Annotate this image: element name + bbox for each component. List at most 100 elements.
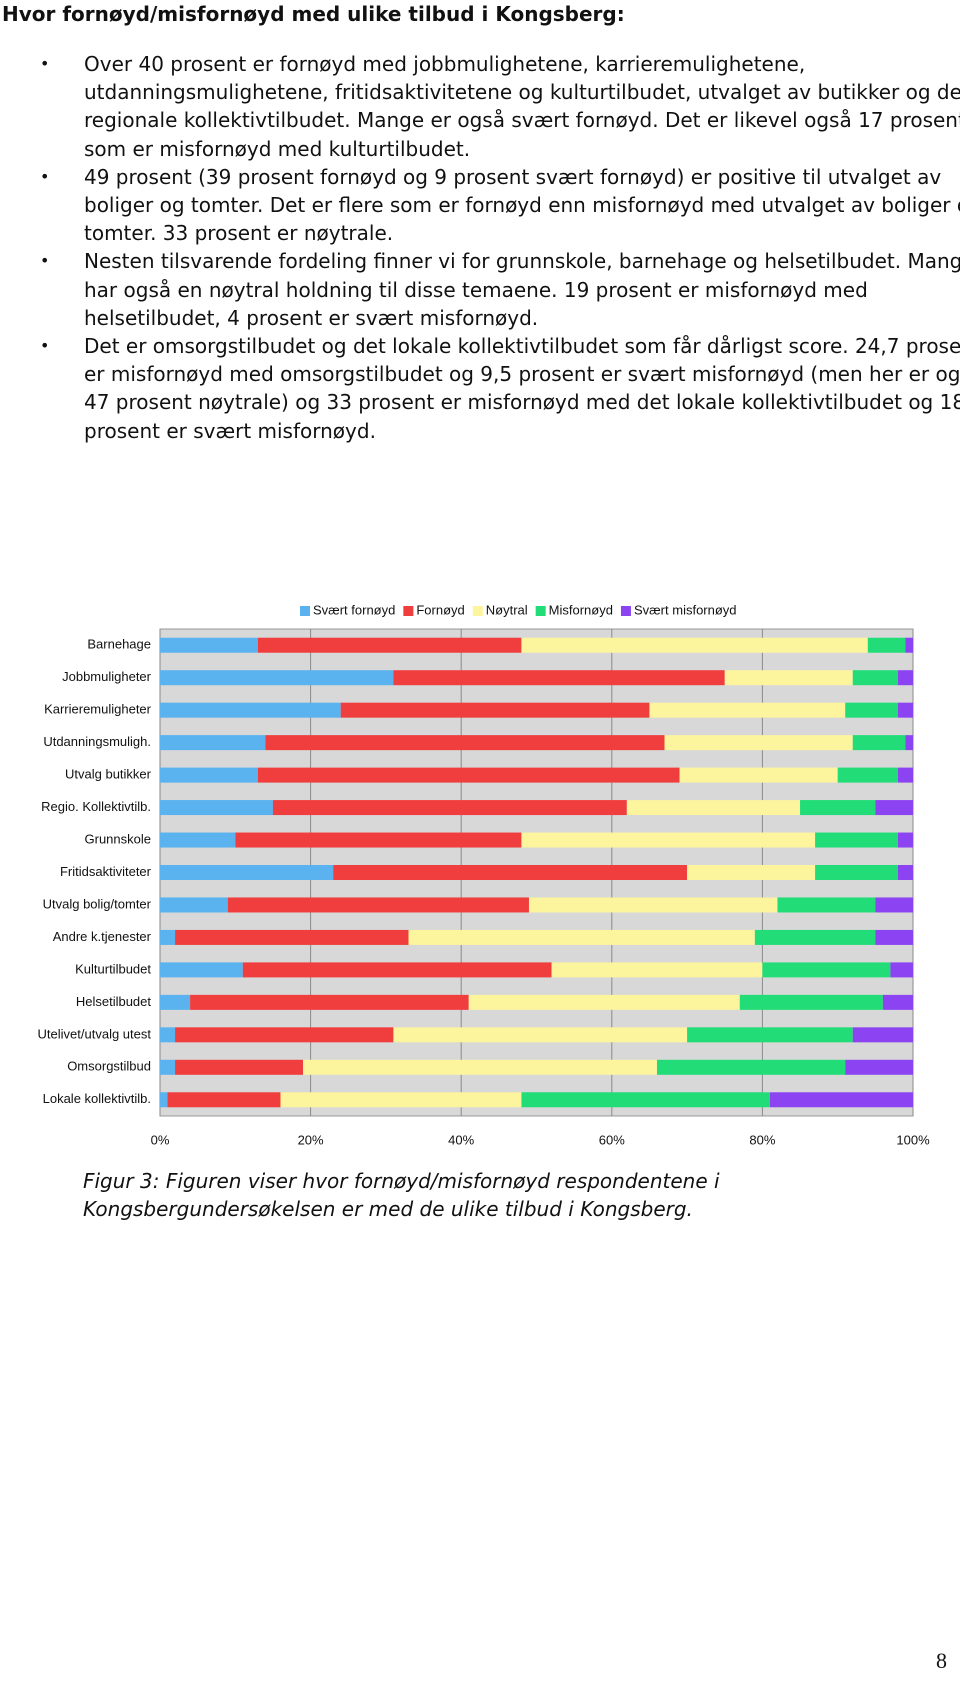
- y-tick-label: Omsorgstilbud: [67, 1059, 151, 1074]
- bar-segment: [626, 800, 801, 816]
- bar-segment: [521, 1092, 770, 1108]
- bar-segment: [160, 994, 191, 1010]
- x-tick-label: 20%: [298, 1132, 324, 1147]
- legend-label: Fornøyd: [416, 602, 464, 617]
- bar-segment: [897, 832, 913, 848]
- bar-segment: [875, 929, 913, 945]
- bar-segment: [687, 1027, 853, 1043]
- bar-segment: [664, 735, 853, 751]
- bar-segment: [303, 1059, 657, 1075]
- bar-segment: [160, 735, 266, 751]
- legend-swatch: [620, 606, 631, 616]
- bar-segment: [175, 929, 409, 945]
- x-tick-label: 0%: [151, 1132, 170, 1147]
- bar-segment: [265, 735, 665, 751]
- bar-segment: [280, 1092, 522, 1108]
- bar-segment: [845, 1059, 913, 1075]
- legend-swatch: [403, 606, 414, 616]
- heading: Hvor fornøyd/misfornøyd med ulike tilbud…: [2, 2, 625, 26]
- legend-label: Svært misfornøyd: [634, 602, 737, 617]
- bar-segment: [160, 832, 236, 848]
- y-tick-label: Kulturtilbudet: [75, 961, 151, 976]
- bar-segment: [167, 1092, 281, 1108]
- y-tick-label: Andre k.tjenester: [53, 929, 152, 944]
- y-tick-label: Utdanningsmuligh.: [43, 734, 151, 749]
- bar-segment: [679, 767, 838, 783]
- y-tick-label: Fritidsaktiviteter: [60, 864, 152, 879]
- bar-segment: [160, 767, 258, 783]
- x-tick-label: 60%: [599, 1132, 625, 1147]
- bar-segment: [528, 897, 778, 913]
- bar-segment: [897, 767, 913, 783]
- bar-segment: [160, 865, 334, 880]
- bar-segment: [551, 962, 763, 978]
- bar-segment: [852, 735, 906, 751]
- legend-swatch: [472, 606, 483, 616]
- y-tick-label: Helsetilbudet: [76, 994, 152, 1009]
- bar-segment: [521, 832, 816, 848]
- bar-segment: [257, 637, 522, 653]
- legend-label: Svært fornøyd: [313, 602, 395, 617]
- caption: Figur 3: Figuren viser hvor fornøyd/misf…: [83, 1169, 720, 1221]
- bar-segment: [897, 670, 913, 686]
- bar-segment: [777, 897, 876, 913]
- legend-swatch: [535, 606, 546, 616]
- bar-segment: [393, 670, 725, 686]
- bar-segment: [242, 962, 552, 978]
- bar-segment: [175, 1059, 304, 1075]
- bar-segment: [882, 994, 913, 1010]
- bar-segment: [235, 832, 522, 848]
- bar-segment: [272, 800, 627, 816]
- y-tick-label: Karrieremuligheter: [44, 702, 152, 717]
- chart: 0% 20% 40% 60% 80% 100% Barnehage Jobbmulighete…: [38, 602, 931, 1147]
- bar-segment: [160, 1027, 176, 1043]
- bar-segment: [227, 897, 529, 913]
- bullet: Det er omsorgstilbudet og det lokale kol…: [40, 332, 960, 445]
- bar-segment: [815, 865, 898, 880]
- bar-segment: [649, 702, 846, 718]
- bar-segment: [521, 637, 868, 653]
- bar-segment: [845, 702, 898, 718]
- legend-swatch: [300, 606, 310, 616]
- bar-segment: [875, 897, 913, 913]
- bar-segment: [160, 929, 176, 945]
- bar-segment: [852, 1027, 913, 1043]
- bar-segment: [160, 702, 341, 718]
- y-tick-label: Utvalg bolig/tomter: [43, 896, 152, 911]
- bar-segment: [762, 962, 891, 978]
- bar-segment: [160, 670, 394, 686]
- bar-segment: [160, 637, 258, 653]
- bar-segment: [852, 670, 898, 686]
- bullet: 49 prosent (39 prosent fornøyd og 9 pros…: [40, 163, 960, 248]
- bar-segment: [754, 929, 876, 945]
- bar-segment: [160, 800, 273, 816]
- bullet-list: Over 40 prosent er fornøyd med jobbmulig…: [40, 50, 960, 445]
- legend-label: Nøytral: [486, 602, 528, 617]
- bar-segment: [905, 735, 913, 751]
- bar-segment: [724, 670, 853, 686]
- bullet: Over 40 prosent er fornøyd med jobbmulig…: [40, 50, 960, 163]
- bar-segment: [687, 865, 816, 880]
- bar-segment: [160, 962, 243, 978]
- y-tick-label: Regio. Kollektivtilb.: [41, 799, 151, 814]
- bar-segment: [897, 702, 913, 718]
- bar-segment: [408, 929, 755, 945]
- bar-segment: [340, 702, 650, 718]
- y-tick-label: Lokale kollektivtilb.: [43, 1091, 151, 1106]
- bullet: Nesten tilsvarende fordeling finner vi f…: [40, 247, 960, 332]
- y-tick-label: Jobbmuligheter: [62, 669, 152, 684]
- page-number: 8: [936, 1648, 947, 1673]
- bar-segment: [875, 800, 913, 816]
- bar-segment: [333, 865, 688, 880]
- bar-segment: [800, 800, 876, 816]
- bar-segment: [160, 1059, 176, 1075]
- bar-segment: [160, 897, 228, 913]
- bar-segment: [656, 1059, 846, 1075]
- bar-segment: [739, 994, 883, 1010]
- y-tick-label: Grunnskole: [85, 831, 151, 846]
- bar-segment: [905, 637, 913, 653]
- y-tick-label: Utvalg butikker: [65, 767, 152, 782]
- bar-segment: [190, 994, 469, 1010]
- x-tick-label: 100%: [896, 1132, 930, 1147]
